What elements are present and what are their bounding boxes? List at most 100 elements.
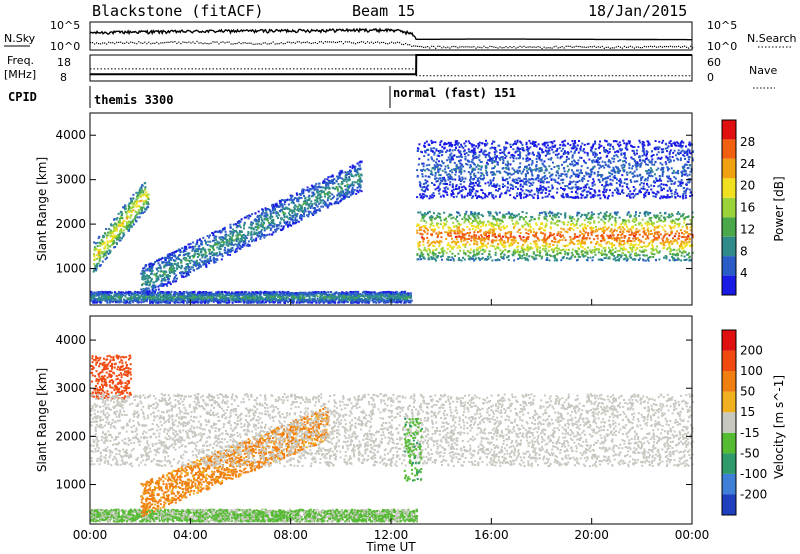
nsearch-point (471, 46, 473, 48)
data-cell (172, 298, 175, 301)
data-cell (371, 291, 374, 294)
data-cell (409, 294, 412, 297)
data-cell (297, 220, 300, 223)
data-cell (214, 230, 217, 233)
data-cell (243, 223, 246, 226)
data-cell (223, 249, 226, 252)
data-cell (206, 258, 209, 261)
data-cell (214, 253, 217, 256)
nsearch-point (641, 47, 643, 49)
data-cell (140, 272, 143, 275)
data-cell (336, 189, 339, 192)
data-cell (324, 186, 327, 189)
data-cell (219, 301, 222, 304)
data-cell (202, 263, 205, 266)
data-cell (282, 219, 285, 222)
data-cell (199, 250, 202, 253)
nsearch-point (320, 41, 322, 43)
data-cell (140, 195, 142, 198)
data-cell (311, 298, 314, 301)
data-cell (316, 198, 319, 201)
data-cell (631, 248, 634, 251)
data-cell (358, 296, 361, 299)
data-cell (96, 248, 99, 251)
data-cell (176, 296, 178, 299)
data-cell (382, 291, 385, 293)
data-cell (168, 253, 171, 256)
data-cell (224, 291, 227, 294)
data-cell (499, 219, 502, 222)
data-cell (164, 273, 166, 276)
data-cell (272, 295, 275, 298)
data-cell (366, 293, 369, 296)
nsearch-point (387, 43, 389, 45)
data-cell (143, 293, 146, 296)
data-cell (251, 240, 253, 243)
data-cell (369, 293, 372, 296)
data-cell (438, 213, 441, 215)
data-cell (319, 295, 322, 298)
data-cell (379, 298, 382, 300)
data-cell (256, 216, 259, 218)
data-cell (180, 292, 183, 295)
nsearch-point (441, 47, 443, 49)
data-cell (224, 301, 227, 304)
data-cell (203, 294, 206, 297)
data-cell (451, 237, 453, 240)
data-cell (121, 295, 123, 298)
data-cell (235, 226, 238, 229)
data-cell (341, 293, 344, 295)
data-cell (180, 261, 182, 264)
data-cell (226, 301, 228, 304)
data-cell (154, 299, 157, 301)
data-cell (325, 183, 327, 186)
data-cell (277, 224, 280, 227)
nsearch-point (435, 47, 437, 49)
data-cell (166, 256, 169, 259)
data-cell (339, 191, 342, 194)
data-cell (158, 284, 161, 287)
data-cell (154, 289, 157, 291)
data-cell (352, 292, 355, 295)
data-cell (118, 233, 121, 236)
data-cell (337, 293, 340, 296)
data-cell (194, 301, 197, 304)
data-cell (397, 295, 400, 298)
data-cell (311, 203, 314, 206)
data-cell (319, 192, 322, 195)
data-cell (112, 239, 115, 242)
data-cell (464, 252, 467, 255)
data-cell (122, 229, 125, 232)
data-cell (336, 187, 339, 190)
data-cell (221, 296, 223, 299)
data-cell (237, 221, 240, 224)
data-cell (668, 250, 671, 253)
data-cell (299, 206, 302, 209)
data-cell (360, 160, 363, 163)
feature-post-13h-band (416, 210, 694, 262)
data-cell (120, 292, 123, 295)
data-cell (153, 296, 155, 299)
data-cell (274, 299, 277, 302)
data-cell (172, 279, 175, 282)
nsearch-point (427, 46, 429, 48)
data-cell (290, 209, 293, 212)
data-cell (116, 234, 119, 237)
data-cell (495, 224, 498, 227)
data-cell (352, 192, 355, 195)
data-cell (348, 196, 351, 198)
data-cell (309, 291, 312, 294)
data-cell (189, 255, 191, 258)
data-cell (319, 293, 322, 296)
data-cell (210, 252, 213, 255)
data-cell (559, 249, 562, 252)
data-cell (384, 294, 387, 297)
data-cell (183, 256, 186, 259)
data-cell (243, 233, 246, 236)
data-cell (163, 266, 166, 269)
data-cell (143, 201, 146, 204)
nsearch-point (358, 41, 361, 44)
data-cell (238, 247, 241, 250)
data-cell (517, 242, 520, 245)
data-cell (99, 244, 102, 247)
